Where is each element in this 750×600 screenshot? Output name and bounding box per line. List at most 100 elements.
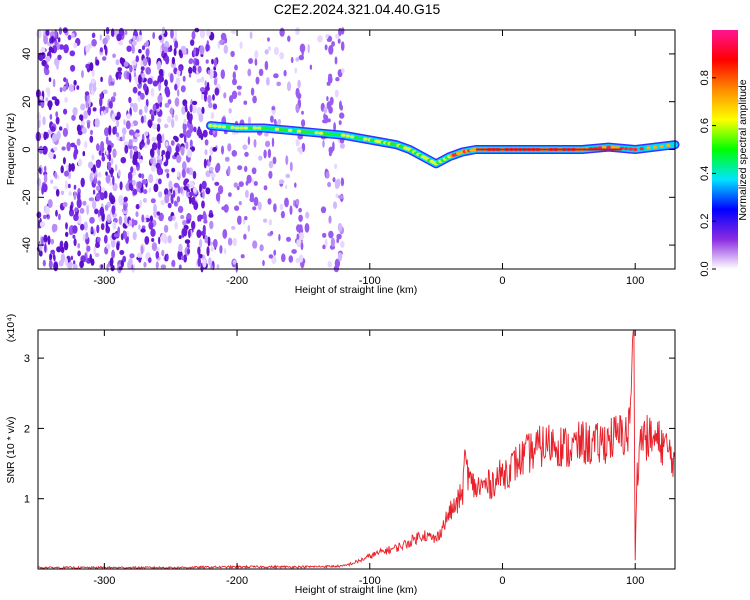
- snr-panel: -300 -200 -100 0 100 1 2 3 Height of straight …: [5, 314, 676, 596]
- noise-blob: [49, 113, 53, 120]
- noise-blob: [134, 76, 138, 81]
- noise-blob: [338, 120, 342, 125]
- noise-blob: [284, 197, 289, 208]
- noise-blob: [330, 237, 335, 247]
- noise-blob: [105, 26, 110, 35]
- noise-blob: [62, 157, 66, 165]
- noise-blob: [254, 50, 259, 59]
- noise-blob: [72, 263, 78, 270]
- noise-blob: [232, 237, 237, 247]
- noise-blob: [172, 189, 176, 198]
- signal-core: [349, 135, 355, 139]
- noise-blob: [92, 164, 97, 174]
- noise-blob: [161, 249, 165, 257]
- noise-blob: [108, 125, 112, 136]
- noise-blob: [296, 224, 301, 233]
- noise-blob: [88, 82, 93, 92]
- noise-blob: [237, 215, 242, 225]
- noise-blob: [182, 75, 186, 82]
- noise-blob: [156, 211, 161, 216]
- noise-blob: [231, 29, 236, 35]
- noise-blob: [99, 47, 103, 53]
- noise-blob: [127, 171, 133, 181]
- noise-blob: [183, 118, 187, 125]
- noise-blob: [202, 258, 207, 268]
- noise-blob: [174, 221, 178, 230]
- noise-blob: [180, 85, 186, 93]
- noise-blob: [50, 35, 55, 44]
- noise-blob: [268, 219, 273, 226]
- snr-series-line: [37, 329, 676, 570]
- noise-blob: [181, 106, 186, 115]
- noise-blob: [80, 177, 85, 188]
- noise-blob: [110, 81, 115, 86]
- noise-blob: [171, 167, 176, 173]
- noise-blob: [335, 77, 340, 82]
- noise-blob: [140, 228, 146, 233]
- noise-blob: [317, 35, 323, 43]
- colorbar-tick-label: 0.0: [699, 261, 711, 276]
- noise-blob: [115, 59, 120, 66]
- noise-blob: [148, 120, 152, 129]
- spectrogram-xlabel: Height of straight line (km): [295, 284, 418, 296]
- signal-core: [301, 130, 306, 134]
- noise-blob: [164, 188, 169, 196]
- noise-blob: [191, 220, 196, 230]
- noise-blob: [77, 192, 81, 202]
- noise-blob: [86, 245, 91, 252]
- noise-blob: [258, 68, 264, 77]
- noise-blob: [325, 171, 330, 179]
- signal-core: [283, 128, 288, 132]
- noise-blob: [299, 254, 304, 263]
- signal-core: [243, 126, 249, 130]
- noise-blob: [205, 59, 209, 64]
- noise-blob: [159, 76, 164, 83]
- noise-blob: [180, 186, 183, 194]
- signal-core: [212, 124, 218, 128]
- signal-core: [332, 132, 337, 136]
- noise-blob: [202, 210, 207, 221]
- noise-blob: [208, 166, 214, 172]
- noise-blob: [144, 105, 148, 113]
- noise-blob: [130, 166, 134, 174]
- noise-blob: [249, 192, 254, 201]
- noise-blob: [65, 165, 69, 170]
- noise-blob: [64, 170, 69, 177]
- noise-blob: [327, 35, 333, 43]
- signal-core: [314, 131, 319, 135]
- noise-blob: [68, 226, 73, 236]
- noise-blob: [42, 145, 48, 155]
- noise-blob: [212, 94, 215, 101]
- noise-blob: [167, 190, 171, 197]
- noise-blob: [104, 45, 108, 56]
- noise-blob: [232, 71, 236, 80]
- noise-blob: [178, 66, 183, 72]
- noise-blob: [155, 261, 159, 269]
- noise-blob: [324, 238, 328, 248]
- spectrogram-ytick-label: -20: [21, 189, 33, 205]
- noise-blob: [65, 222, 68, 230]
- noise-blob: [126, 230, 130, 237]
- noise-blob: [296, 233, 300, 240]
- noise-blob: [244, 151, 249, 157]
- signal-core: [610, 145, 616, 150]
- noise-blob: [188, 59, 193, 65]
- noise-blob: [191, 105, 197, 114]
- noise-blob: [279, 52, 285, 60]
- noise-blob: [189, 191, 194, 197]
- noise-blob: [105, 136, 109, 145]
- colorbar-gradient: [712, 30, 738, 269]
- noise-blob: [132, 35, 136, 41]
- noise-blob: [221, 145, 224, 155]
- noise-blob: [100, 195, 105, 201]
- noise-blob: [48, 151, 54, 160]
- colorbar-tick-label: 0.2: [699, 214, 711, 229]
- noise-blob: [180, 214, 185, 220]
- signal-core: [336, 133, 341, 137]
- noise-blob: [271, 106, 276, 111]
- noise-blob: [44, 242, 47, 253]
- noise-blob: [119, 181, 123, 191]
- noise-blob: [153, 183, 159, 193]
- noise-blob: [231, 225, 236, 230]
- noise-blob: [43, 34, 48, 45]
